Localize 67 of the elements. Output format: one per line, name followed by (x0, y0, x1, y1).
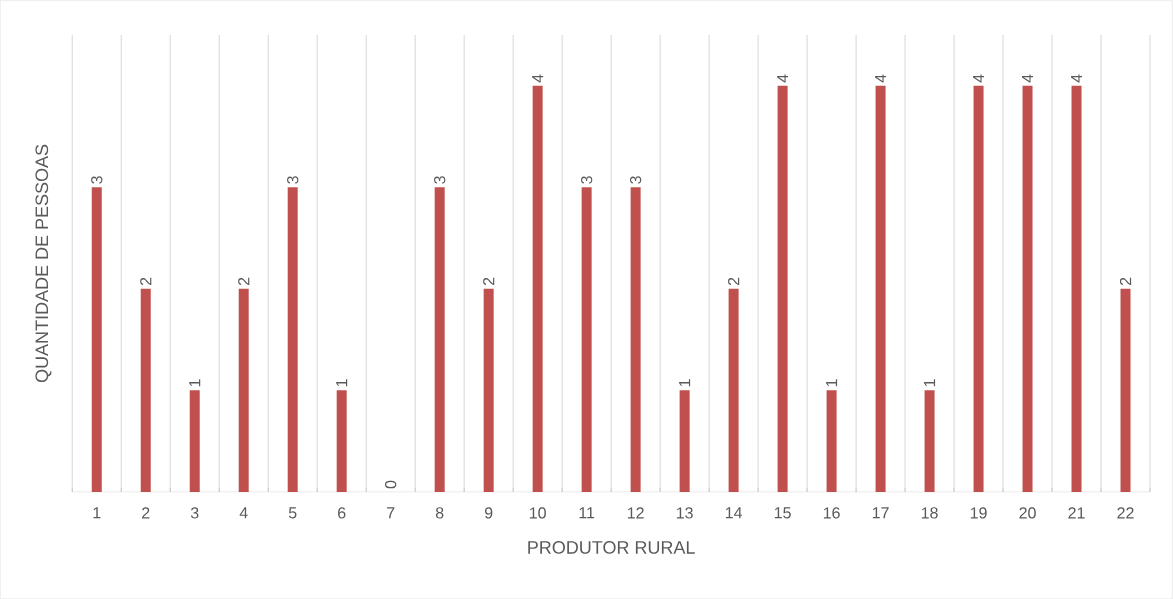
bar (336, 390, 347, 492)
x-tick-label: 4 (239, 507, 248, 519)
x-tick-label: 10 (529, 507, 546, 519)
bar (189, 390, 200, 492)
data-label: 1 (679, 379, 691, 387)
x-tick-label: 16 (823, 507, 840, 519)
data-label: 3 (629, 176, 642, 184)
bar (238, 288, 249, 492)
x-tick-label: 21 (1068, 507, 1085, 519)
x-tick-label: 3 (190, 507, 199, 519)
x-tick-label: 18 (921, 507, 938, 519)
x-tick-label: 20 (1019, 507, 1036, 519)
data-label: 0 (385, 480, 397, 489)
data-label: 4 (875, 74, 887, 83)
bar (630, 187, 641, 492)
x-tick-label: 17 (872, 507, 889, 519)
data-label: 1 (826, 379, 838, 387)
x-tick-label: 22 (1117, 507, 1134, 519)
bar (826, 390, 837, 492)
x-tick-label: 9 (484, 507, 493, 519)
data-label: 1 (924, 379, 936, 387)
bar (679, 390, 690, 492)
bar (581, 187, 592, 492)
data-label: 4 (532, 74, 544, 83)
data-label: 2 (483, 277, 495, 286)
x-tick-label: 2 (142, 507, 150, 519)
data-label: 2 (140, 277, 152, 286)
x-tick-label: 11 (579, 507, 595, 519)
x-tick-label: 19 (970, 507, 987, 519)
data-label: 2 (728, 277, 740, 286)
bar (91, 187, 102, 492)
data-label: 3 (580, 176, 593, 184)
x-tick-label: 13 (676, 507, 693, 519)
data-label: 2 (238, 277, 250, 286)
x-tick-label: 8 (435, 507, 444, 519)
data-label: 4 (1071, 74, 1083, 83)
data-label: 3 (91, 176, 103, 184)
bar (1022, 85, 1033, 492)
bar (483, 288, 494, 492)
data-label: 2 (1119, 277, 1132, 286)
bar (287, 187, 298, 492)
bar (875, 85, 886, 492)
data-label: 1 (189, 379, 201, 387)
bar (973, 85, 984, 492)
data-label: 3 (287, 176, 299, 184)
bar (532, 85, 543, 492)
x-tick-label: 12 (627, 507, 644, 519)
x-tick-label: 6 (338, 507, 346, 519)
x-axis-title: PRODUTOR RURAL (528, 541, 695, 554)
bar (434, 187, 445, 492)
data-label: 4 (1022, 74, 1034, 83)
bar (924, 390, 935, 492)
x-tick-label: 5 (288, 507, 297, 519)
bar (728, 288, 739, 492)
data-label: 4 (777, 74, 789, 83)
x-tick-label: 15 (774, 507, 791, 519)
x-tick-label: 1 (93, 507, 101, 519)
bar (777, 85, 788, 492)
data-label: 3 (434, 176, 446, 184)
data-label: 1 (336, 379, 348, 387)
bar (1120, 288, 1131, 492)
y-axis-title: QUANTIDADE DE PESSOAS (35, 144, 52, 383)
x-tick-label: 7 (387, 507, 395, 519)
bar (1071, 85, 1082, 492)
x-tick-label: 14 (725, 507, 743, 519)
bar (140, 288, 151, 492)
data-label: 4 (973, 74, 985, 83)
